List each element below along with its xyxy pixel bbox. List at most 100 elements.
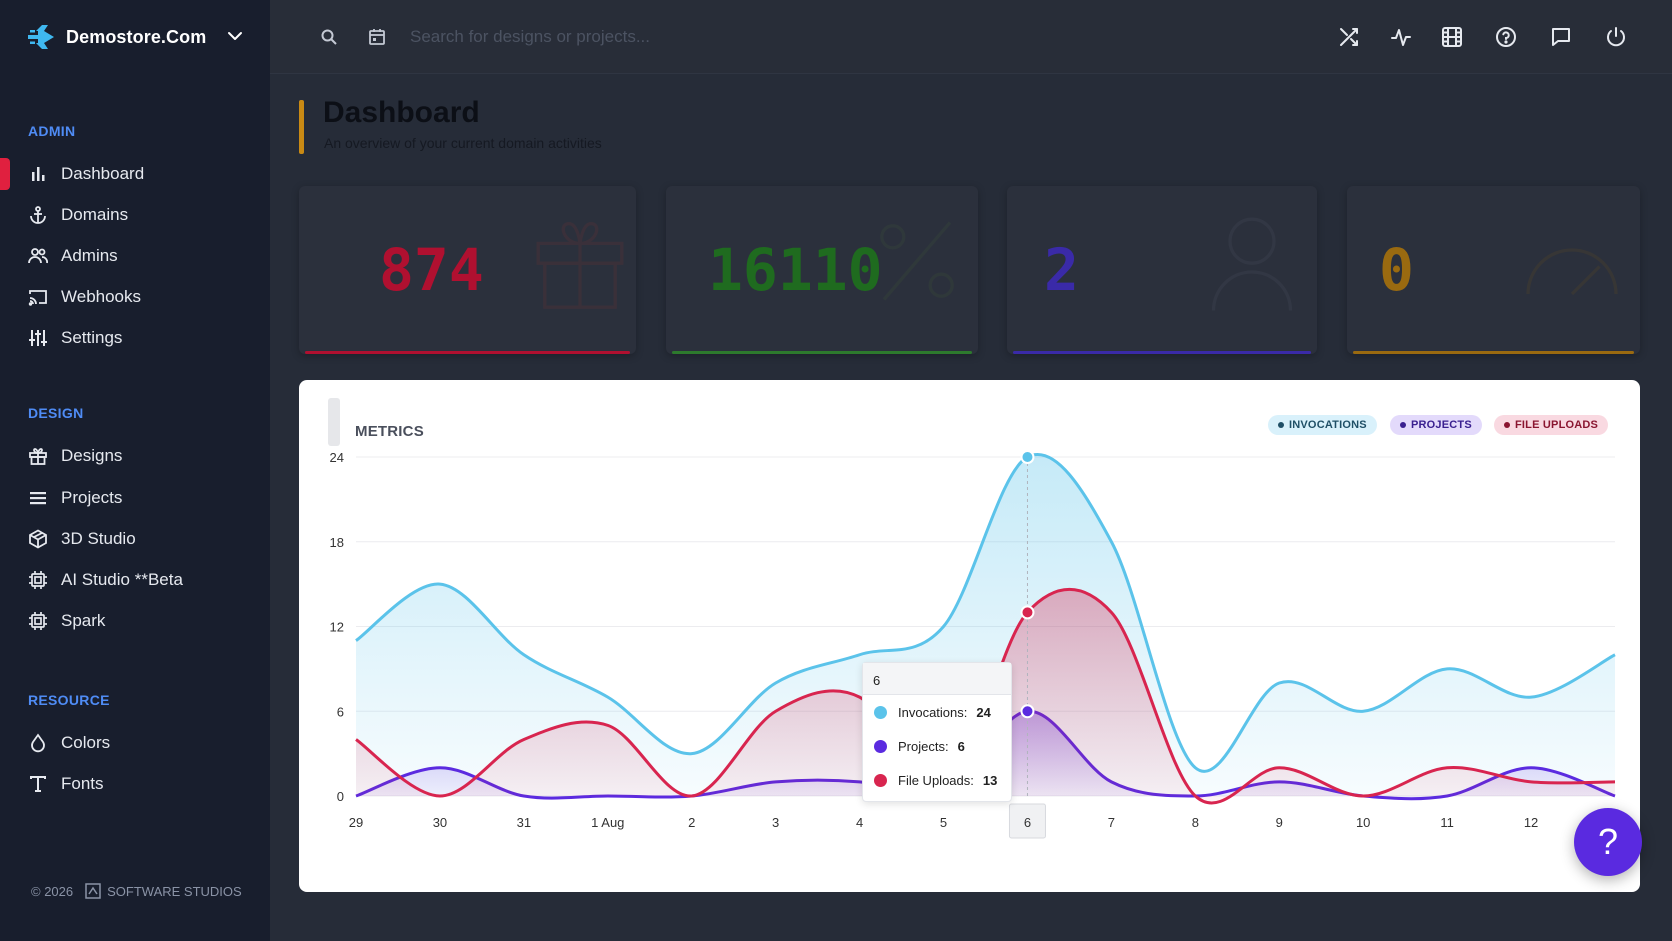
topbar — [270, 0, 1672, 74]
sidebar-item-domains[interactable]: Domains — [0, 195, 270, 235]
sidebar-item-spark[interactable]: Spark — [0, 601, 270, 641]
x-tick-label: 10 — [1356, 815, 1370, 830]
software-studios-logo-icon — [85, 883, 101, 899]
stat-value: 0 — [1379, 236, 1414, 304]
calendar-icon[interactable] — [366, 26, 388, 48]
sidebar-item-designs[interactable]: Designs — [0, 436, 270, 476]
nav-section-admin: ADMIN — [28, 123, 76, 139]
type-icon — [27, 773, 49, 795]
sidebar-item-settings[interactable]: Settings — [0, 318, 270, 358]
legend-dot — [1278, 422, 1284, 428]
stat-value: 16110 — [708, 236, 883, 304]
list-icon — [27, 487, 49, 509]
tooltip-row-file-uploads: File Uploads: 13 — [863, 763, 1011, 797]
sidebar-item-3d-studio[interactable]: 3D Studio — [0, 519, 270, 559]
cube-icon — [27, 528, 49, 550]
sidebar-item-label: Projects — [61, 488, 123, 507]
y-tick-label: 6 — [337, 704, 344, 719]
y-tick-label: 12 — [330, 620, 344, 635]
x-tick-label: 31 — [517, 815, 531, 830]
sidebar-item-colors[interactable]: Colors — [0, 723, 270, 763]
tooltip-row-invocations: Invocations: 24 — [863, 695, 1011, 729]
stat-card-users[interactable]: 2 — [1007, 186, 1317, 354]
brand[interactable]: Demostore.Com — [26, 22, 206, 52]
legend-file-uploads[interactable]: FILE UPLOADS — [1494, 415, 1609, 435]
legend-label: FILE UPLOADS — [1515, 419, 1599, 431]
cast-icon — [27, 286, 49, 308]
sidebar-item-dashboard[interactable]: Dashboard — [0, 154, 270, 194]
film-icon[interactable] — [1441, 26, 1463, 48]
anchor-icon — [27, 204, 49, 226]
activity-icon[interactable] — [1390, 26, 1412, 48]
stat-card-designs[interactable]: 874 — [299, 186, 636, 354]
sidebar-item-label: 3D Studio — [61, 529, 136, 548]
stat-underline — [305, 351, 630, 354]
user-icon — [1211, 217, 1293, 311]
metrics-title: METRICS — [355, 423, 424, 440]
x-tick-label: 2 — [688, 815, 695, 830]
copyright-text: © 2026 — [31, 883, 74, 899]
x-tick-label: 9 — [1276, 815, 1283, 830]
gift-icon — [536, 221, 624, 309]
legend-dot — [1504, 422, 1510, 428]
sidebar-item-label: Settings — [61, 328, 123, 347]
tooltip-dot — [874, 739, 887, 753]
sidebar-item-ai-studio[interactable]: AI Studio **Beta — [0, 560, 270, 600]
x-tick-label: 3 — [772, 815, 779, 830]
stat-value: 874 — [379, 236, 484, 304]
y-tick-label: 18 — [330, 535, 344, 550]
sidebar-item-fonts[interactable]: Fonts — [0, 764, 270, 804]
tooltip-row-projects: Projects: 6 — [863, 729, 1011, 763]
stat-underline — [1013, 351, 1311, 354]
tooltip-value: 24 — [976, 704, 991, 720]
y-tick-label: 24 — [330, 450, 344, 465]
help-circle-icon[interactable] — [1495, 26, 1517, 48]
sidebar-item-label: AI Studio **Beta — [61, 570, 183, 589]
metrics-card: METRICS INVOCATIONS PROJECTS FILE UPLOAD… — [299, 380, 1640, 892]
stat-card-gauge[interactable]: 0 — [1347, 186, 1640, 354]
tooltip-title: 6 — [863, 663, 1011, 695]
chip-icon — [27, 569, 49, 591]
x-tick-label: 1 Aug — [591, 815, 624, 830]
highlight-point — [1020, 605, 1035, 620]
power-icon[interactable] — [1605, 26, 1627, 48]
users-icon — [27, 245, 49, 267]
sidebar-item-label: Fonts — [61, 774, 104, 793]
shuffle-icon[interactable] — [1338, 26, 1360, 48]
gauge-icon — [1526, 248, 1618, 296]
series-line-invocations — [355, 453, 1616, 773]
x-tick-label: 7 — [1108, 815, 1115, 830]
legend-projects[interactable]: PROJECTS — [1390, 415, 1482, 435]
x-tick-label: 29 — [349, 815, 363, 830]
sidebar-footer: © 2026 SOFTWARE STUDIOS — [31, 883, 242, 899]
sidebar-item-projects[interactable]: Projects — [0, 478, 270, 518]
sidebar: Demostore.Com ADMIN Dashboard Domains Ad… — [0, 0, 270, 941]
sidebar-item-label: Designs — [61, 446, 123, 465]
x-tick-label: 30 — [433, 815, 447, 830]
sliders-icon — [27, 327, 49, 349]
gift-icon — [27, 445, 49, 467]
stat-card-percent[interactable]: 16110 — [666, 186, 978, 354]
search-input[interactable] — [410, 22, 1010, 52]
chevron-down-icon[interactable] — [226, 27, 244, 45]
heading-accent-bar — [299, 100, 304, 154]
sidebar-item-label: Dashboard — [61, 164, 145, 183]
metrics-chart[interactable]: 0 6 12 18 24 29 30 31 1 Aug 2 3 4 5 6 7 8 9 10 11 12 13 — [299, 380, 1640, 892]
chip-icon — [27, 610, 49, 632]
sidebar-item-admins[interactable]: Admins — [0, 236, 270, 276]
message-icon[interactable] — [1550, 26, 1572, 48]
help-button[interactable]: ? — [1574, 808, 1642, 876]
search-icon[interactable] — [318, 26, 340, 48]
percent-icon — [880, 221, 954, 301]
legend-dot — [1400, 422, 1406, 428]
chart-tooltip: 6 Invocations: 24 Projects: 6 File Uploa… — [862, 662, 1012, 802]
tooltip-label: Projects: — [898, 738, 949, 754]
highlight-x-label-box — [1008, 803, 1046, 839]
bar-chart-icon — [27, 163, 49, 185]
tooltip-dot — [874, 705, 887, 719]
x-tick-label: 5 — [940, 815, 947, 830]
legend-invocations[interactable]: INVOCATIONS — [1268, 415, 1377, 435]
sidebar-item-webhooks[interactable]: Webhooks — [0, 277, 270, 317]
stat-value: 2 — [1044, 236, 1079, 304]
stat-underline — [672, 351, 972, 354]
